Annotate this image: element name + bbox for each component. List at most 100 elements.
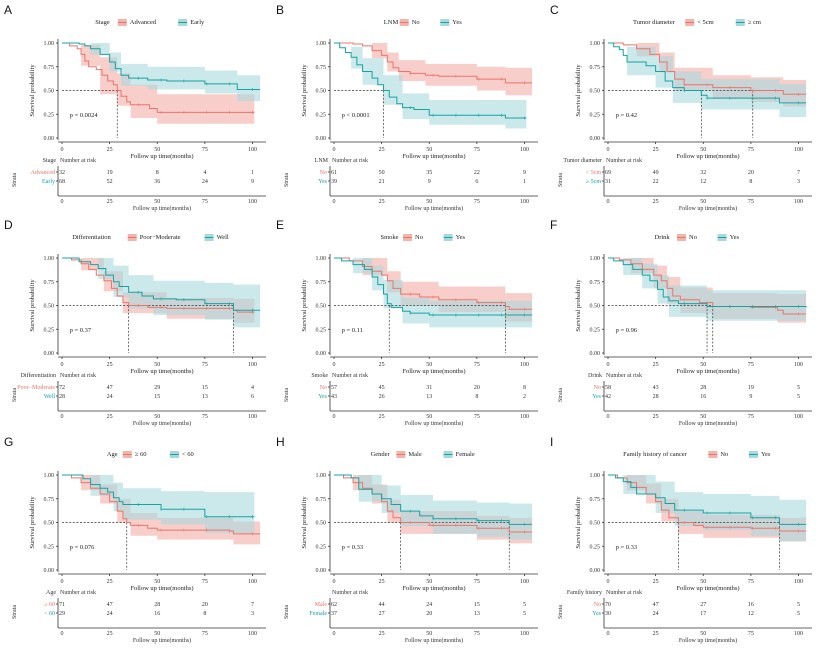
risk-count: 29 bbox=[59, 611, 65, 617]
risk-x-tick-label: 75 bbox=[474, 199, 480, 205]
survival-curve-1 bbox=[62, 257, 255, 313]
risk-count: 8 bbox=[749, 179, 752, 185]
legend: Smoke No Yes bbox=[381, 234, 466, 241]
x-tick-label: 50 bbox=[426, 147, 432, 153]
legend-title: Differentiation bbox=[72, 234, 111, 241]
risk-count: 16 bbox=[748, 602, 754, 608]
legend-label-1: No bbox=[415, 234, 423, 241]
risk-x-tick-label: 75 bbox=[474, 414, 480, 420]
x-tick-label: 0 bbox=[61, 147, 64, 153]
risk-x-tick-label: 25 bbox=[107, 631, 113, 637]
risk-count: 43 bbox=[653, 385, 659, 391]
p-value: p < 0.0001 bbox=[342, 112, 370, 119]
y-tick-label: 1.00 bbox=[316, 41, 327, 47]
risk-count: 17 bbox=[700, 611, 706, 617]
risk-count: 13 bbox=[426, 394, 432, 400]
risk-row-label: Female bbox=[309, 611, 327, 617]
survival-curves bbox=[334, 257, 533, 317]
survival-curves bbox=[334, 42, 533, 120]
km-plot-svg: D Differentiation Poor−Moderate Well 0.00 0.2… bbox=[4, 218, 266, 427]
risk-x-tick-label: 25 bbox=[379, 631, 385, 637]
risk-count: 5 bbox=[797, 385, 800, 391]
x-tick-label: 0 bbox=[333, 579, 336, 585]
risk-count: 24 bbox=[107, 394, 113, 400]
risk-count: 9 bbox=[523, 170, 526, 176]
y-axis-label: Survival probability bbox=[29, 64, 36, 117]
median-lines bbox=[334, 305, 506, 353]
x-tick-label: 0 bbox=[607, 147, 610, 153]
y-tick-label: 0.25 bbox=[590, 327, 601, 333]
legend: Age ≥ 60 < 60 bbox=[107, 451, 194, 458]
strata-axis-label: Strata bbox=[12, 388, 18, 402]
y-tick-label: 0.25 bbox=[316, 112, 327, 118]
risk-count: 32 bbox=[59, 170, 65, 176]
risk-count: 4 bbox=[251, 385, 254, 391]
risk-table: Drink Number at risk Strata No 58 43 28 19 5 Yes 4… bbox=[558, 373, 812, 427]
risk-row-label: Advanced bbox=[31, 170, 55, 176]
y-tick-label: 0.75 bbox=[590, 65, 601, 71]
risk-count: 9 bbox=[749, 394, 752, 400]
risk-x-tick-label: 50 bbox=[426, 631, 432, 637]
km-panel-c: C Tumor diameter < 5cm ≥ cm 0.00 0.25 0.50 0.75… bbox=[546, 0, 818, 216]
legend-label-1: No bbox=[720, 451, 728, 458]
x-axis-label: Follow up time(months) bbox=[676, 585, 739, 592]
risk-count: 44 bbox=[379, 602, 385, 608]
x-tick-label: 25 bbox=[107, 362, 113, 368]
risk-count: 58 bbox=[605, 385, 611, 391]
risk-count: 50 bbox=[379, 170, 385, 176]
y-tick-label: 0.00 bbox=[44, 351, 55, 357]
y-tick-label: 1.00 bbox=[316, 256, 327, 262]
ci-bands bbox=[62, 43, 261, 124]
risk-row-label: Male bbox=[315, 602, 328, 608]
risk-strata-title: LNM bbox=[315, 158, 329, 164]
x-tick-label: 50 bbox=[426, 579, 432, 585]
x-tick-label: 100 bbox=[248, 147, 257, 153]
risk-x-tick-label: 50 bbox=[154, 414, 160, 420]
ci-band-2 bbox=[334, 258, 533, 328]
km-plot-svg: I Family history of cancer No Yes 0.00 0.25 0.… bbox=[550, 435, 812, 644]
panel-letter: A bbox=[4, 3, 12, 17]
y-tick-label: 0.75 bbox=[316, 65, 327, 71]
legend-label-2: Yes bbox=[761, 451, 771, 458]
risk-x-tick-label: 0 bbox=[333, 199, 336, 205]
legend: LNM No Yes bbox=[384, 19, 462, 26]
x-tick-label: 75 bbox=[748, 147, 754, 153]
survival-curve-1 bbox=[334, 474, 533, 533]
risk-count: 4 bbox=[203, 170, 206, 176]
risk-count: 68 bbox=[59, 179, 65, 185]
y-tick-label: 0.50 bbox=[44, 304, 55, 310]
legend: Stage Advanced Early bbox=[95, 19, 205, 26]
x-tick-label: 0 bbox=[61, 579, 64, 585]
y-tick-label: 0.25 bbox=[316, 327, 327, 333]
risk-count: 15 bbox=[474, 602, 480, 608]
risk-count: 3 bbox=[251, 611, 254, 617]
risk-table-title: Number at risk bbox=[332, 373, 368, 379]
risk-x-tick-label: 75 bbox=[748, 631, 754, 637]
legend: Family history of cancer No Yes bbox=[623, 451, 771, 458]
legend-title: Family history of cancer bbox=[623, 451, 688, 458]
risk-count: 26 bbox=[379, 394, 385, 400]
risk-x-axis-label: Follow up time(months) bbox=[405, 637, 463, 644]
strata-axis-label: Strata bbox=[12, 605, 18, 619]
x-tick-label: 25 bbox=[107, 579, 113, 585]
risk-row-label: Well bbox=[44, 394, 56, 400]
y-tick-label: 0.50 bbox=[316, 304, 327, 310]
x-tick-label: 50 bbox=[700, 147, 706, 153]
risk-table: Tumor diameter Number at risk Strata < 5cm 6… bbox=[558, 158, 812, 212]
risk-strata-title: Age bbox=[46, 590, 56, 596]
risk-count: 8 bbox=[475, 394, 478, 400]
x-tick-label: 100 bbox=[794, 579, 803, 585]
x-tick-label: 75 bbox=[202, 147, 208, 153]
survival-curves bbox=[334, 474, 533, 534]
y-tick-label: 0.00 bbox=[44, 136, 55, 142]
risk-count: 12 bbox=[700, 179, 706, 185]
risk-x-axis-label: Follow up time(months) bbox=[133, 637, 191, 644]
risk-count: 7 bbox=[251, 602, 254, 608]
legend-label-2: Early bbox=[190, 19, 205, 26]
risk-strata-title: Drink bbox=[588, 373, 602, 379]
panel-letter: B bbox=[276, 3, 284, 17]
survival-curve-2 bbox=[62, 42, 261, 91]
survival-curves bbox=[62, 42, 261, 114]
risk-count: 21 bbox=[379, 179, 385, 185]
